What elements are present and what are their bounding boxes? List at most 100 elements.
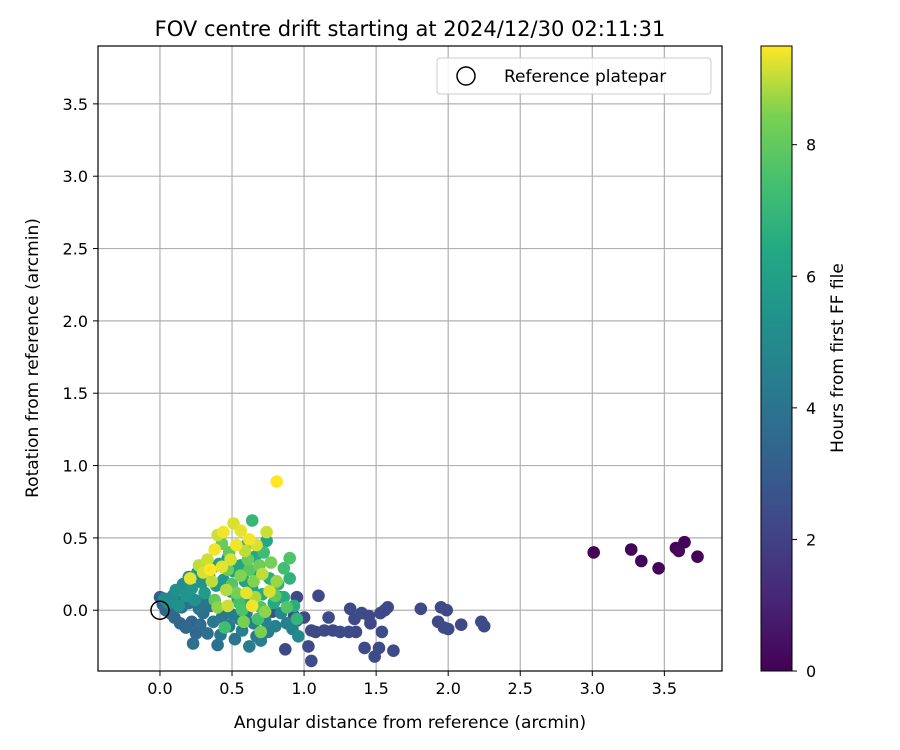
data-point xyxy=(292,630,305,643)
data-point xyxy=(290,612,304,626)
colorbar: 0 2 4 6 8 Hours from first FF file xyxy=(760,45,848,681)
data-point xyxy=(333,625,347,639)
data-point xyxy=(437,621,451,634)
x-tick-label: 0.5 xyxy=(219,679,244,698)
data-point xyxy=(234,524,247,537)
data-point xyxy=(305,654,318,668)
data-point xyxy=(220,583,233,597)
data-points xyxy=(153,475,704,668)
data-point xyxy=(211,601,224,614)
data-point xyxy=(270,575,284,588)
data-point xyxy=(243,533,256,546)
data-point xyxy=(263,585,276,598)
data-point xyxy=(235,603,249,617)
data-point xyxy=(211,638,224,652)
x-tick-label: 3.0 xyxy=(580,679,605,698)
data-point xyxy=(342,625,356,639)
data-point xyxy=(228,632,242,646)
data-point xyxy=(243,640,256,653)
data-point xyxy=(258,605,272,618)
data-point xyxy=(218,621,232,634)
data-point xyxy=(280,601,294,614)
y-axis-ticks: 0.0 0.5 1.0 1.5 2.0 2.5 3.0 3.5 xyxy=(63,95,98,620)
data-point xyxy=(372,641,386,655)
data-point xyxy=(194,618,207,631)
colorbar-tick-label: 8 xyxy=(806,136,816,155)
data-point xyxy=(312,589,325,603)
data-point xyxy=(355,606,369,620)
y-tick-label: 2.5 xyxy=(63,240,88,259)
data-point xyxy=(364,617,377,630)
data-point xyxy=(652,562,665,575)
data-point xyxy=(172,599,185,613)
data-point xyxy=(254,634,268,647)
colorbar-ticks: 0 2 4 6 8 xyxy=(792,136,816,681)
data-point xyxy=(283,551,297,565)
data-point xyxy=(260,534,273,548)
data-point xyxy=(217,525,230,539)
data-point xyxy=(198,595,211,608)
data-point xyxy=(691,550,704,563)
data-point xyxy=(179,621,193,634)
plot-frame xyxy=(97,45,723,672)
data-point xyxy=(215,560,229,574)
colorbar-tick-label: 6 xyxy=(806,267,816,286)
colorbar-label: Hours from first FF file xyxy=(828,263,848,453)
data-point xyxy=(322,611,335,624)
data-point xyxy=(279,643,292,656)
data-point xyxy=(208,543,221,556)
data-point xyxy=(624,543,638,556)
data-point xyxy=(269,619,282,633)
legend-entry-reference-platepar: Reference platepar xyxy=(504,67,666,87)
data-point xyxy=(224,553,237,566)
data-point xyxy=(302,640,315,653)
data-point xyxy=(283,572,297,585)
data-point xyxy=(635,554,648,568)
data-point xyxy=(587,546,600,559)
data-point xyxy=(201,553,214,566)
y-axis-label: Rotation from reference (arcmin) xyxy=(23,218,43,498)
data-point xyxy=(381,601,395,614)
data-point xyxy=(358,641,371,655)
x-tick-label: 0.0 xyxy=(147,679,172,698)
data-point xyxy=(254,625,268,639)
x-tick-label: 2.5 xyxy=(508,679,533,698)
data-point xyxy=(454,618,468,631)
data-point xyxy=(230,538,243,552)
data-point xyxy=(162,596,175,610)
grid-lines xyxy=(98,46,722,671)
data-point xyxy=(387,644,400,657)
data-point xyxy=(201,627,214,640)
data-point xyxy=(185,582,198,595)
data-point xyxy=(240,586,253,600)
data-point xyxy=(343,602,357,616)
x-tick-label: 2.0 xyxy=(435,679,460,698)
x-axis-ticks: 0.0 0.5 1.0 1.5 2.0 2.5 3.0 3.5 xyxy=(147,671,677,698)
y-tick-label: 1.5 xyxy=(63,384,88,403)
data-point xyxy=(215,611,229,624)
data-point xyxy=(414,602,428,616)
colorbar-tick-label: 2 xyxy=(806,530,816,549)
legend-reference-marker xyxy=(456,66,476,86)
data-point xyxy=(183,572,197,585)
y-tick-label: 0.5 xyxy=(63,529,88,548)
data-point xyxy=(204,563,217,576)
data-point xyxy=(260,525,273,539)
x-tick-label: 3.5 xyxy=(652,679,677,698)
reference-marker xyxy=(150,600,170,620)
data-point xyxy=(237,615,250,629)
data-point xyxy=(277,562,291,575)
y-tick-label: 1.0 xyxy=(63,457,88,476)
data-point xyxy=(270,475,284,488)
y-tick-label: 3.0 xyxy=(63,167,88,186)
data-point xyxy=(375,625,389,639)
data-point xyxy=(234,569,247,582)
data-point xyxy=(186,637,200,650)
y-tick-label: 3.5 xyxy=(63,95,88,114)
reference-platepar-marker xyxy=(150,600,170,620)
data-point xyxy=(475,615,488,629)
data-point xyxy=(672,544,686,558)
data-point xyxy=(230,586,243,600)
x-tick-label: 1.0 xyxy=(291,679,316,698)
legend: Reference platepar xyxy=(436,57,712,95)
